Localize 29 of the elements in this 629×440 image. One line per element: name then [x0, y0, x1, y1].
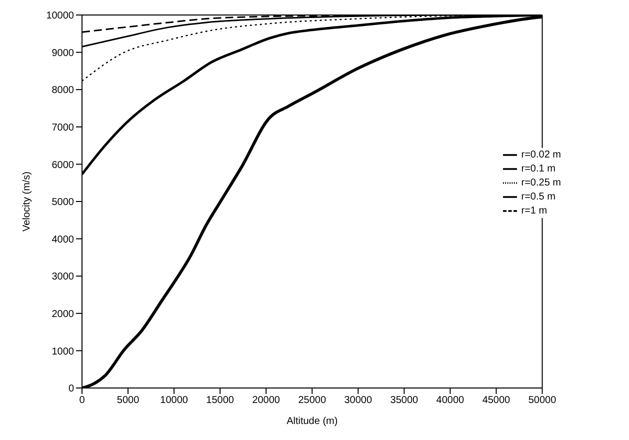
legend-label: r=0.02 m: [521, 150, 561, 161]
y-tick-label: 1000: [52, 346, 74, 358]
y-tick-label: 7000: [52, 122, 74, 134]
legend-label: r=0.25 m: [521, 178, 561, 189]
x-tick-label: 0: [79, 395, 86, 406]
legend-label: r=0.5 m: [521, 192, 556, 203]
y-tick-label: 0: [68, 384, 74, 395]
x-tick-label: 10000: [160, 395, 188, 406]
y-tick-label: 5000: [52, 197, 74, 208]
x-tick-label: 30000: [344, 395, 372, 406]
x-tick-label: 45000: [482, 395, 511, 406]
x-tick-label: 35000: [390, 395, 419, 406]
y-tick-label: 6000: [52, 160, 74, 171]
x-tick-label: 40000: [436, 395, 465, 406]
y-tick-label: 3000: [52, 272, 74, 283]
x-tick-label: 25000: [298, 395, 326, 406]
y-axis-title: Velocity (m/s): [22, 171, 33, 232]
x-tick-label: 5000: [116, 395, 140, 406]
y-tick-label: 8000: [52, 85, 74, 96]
x-axis-title: Altitude (m): [286, 416, 338, 427]
y-tick-label: 10000: [46, 10, 74, 22]
legend-label: r=0.1 m: [521, 164, 556, 175]
y-tick-label: 2000: [52, 308, 74, 320]
x-tick-label: 20000: [252, 395, 280, 406]
y-tick-label: 4000: [52, 234, 74, 246]
x-tick-label: 15000: [206, 395, 234, 406]
y-tick-label: 9000: [52, 48, 74, 59]
x-tick-label: 50000: [528, 395, 557, 406]
legend-label: r=1 m: [521, 206, 548, 217]
